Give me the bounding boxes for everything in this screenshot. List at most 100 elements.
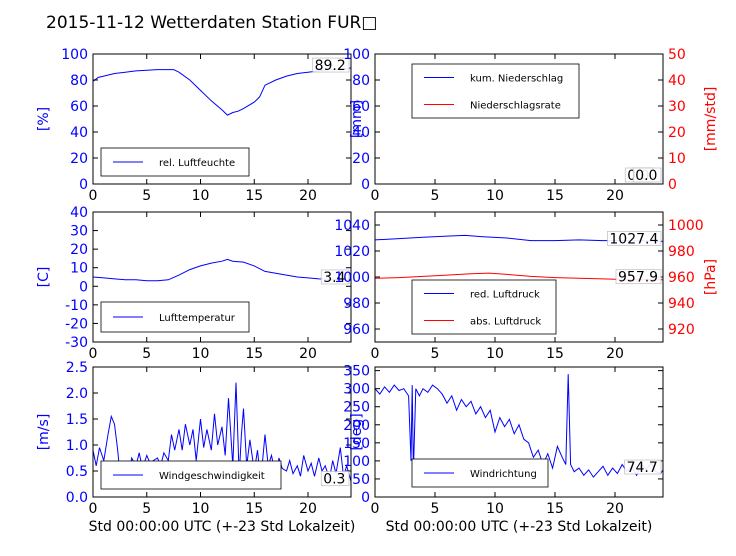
y-tick-label: 50 bbox=[352, 472, 370, 488]
y-right-tick-label: 0 bbox=[668, 177, 677, 193]
y-tick-label: 1040 bbox=[334, 218, 370, 234]
x-tick-label: 0 bbox=[371, 346, 380, 362]
value-label-box bbox=[320, 269, 350, 285]
legend: rel. Luftfeuchte bbox=[100, 147, 250, 177]
series-line-lufttemperatur bbox=[93, 258, 351, 282]
legend-label: kum. Niederschlag bbox=[470, 74, 563, 85]
legend-box bbox=[411, 63, 580, 119]
x-tick-label: 5 bbox=[431, 346, 440, 362]
y-tick-label: 40 bbox=[70, 125, 88, 141]
last-value-label: 957.9 bbox=[618, 270, 658, 286]
figure-title: 2015-11-12 Wetterdaten Station FUR□ bbox=[46, 13, 377, 33]
x-tick-label: 15 bbox=[245, 501, 263, 517]
x-tick-label: 20 bbox=[606, 501, 624, 517]
y-tick-label: 0 bbox=[361, 490, 370, 506]
y-axis-label: [%] bbox=[36, 107, 52, 131]
x-tick-label: 20 bbox=[606, 188, 624, 204]
y-tick-label: 1020 bbox=[334, 244, 370, 260]
y-right-tick-label: 940 bbox=[668, 296, 695, 312]
y-tick-label: 80 bbox=[352, 73, 370, 89]
y-tick-label: 10 bbox=[70, 261, 88, 277]
y-right-tick-label: 40 bbox=[668, 73, 686, 89]
y-tick-label: 20 bbox=[352, 151, 370, 167]
y-tick-label: 0.5 bbox=[66, 464, 88, 480]
x-tick-label: 0 bbox=[371, 188, 380, 204]
y-axis-label: [mm] bbox=[349, 100, 365, 138]
x-tick-label: 10 bbox=[192, 188, 210, 204]
last-value-label: 74.7 bbox=[627, 460, 658, 476]
x-tick-label: 20 bbox=[299, 188, 317, 204]
y-tick-label: 60 bbox=[70, 99, 88, 115]
x-tick-label: 20 bbox=[299, 346, 317, 362]
last-value-label: 3.4 bbox=[323, 270, 345, 286]
plot-frame bbox=[374, 53, 664, 185]
y-tick-label: 40 bbox=[70, 205, 88, 221]
y-right-axis-label: [mm/std] bbox=[703, 87, 719, 152]
y-tick-label: 350 bbox=[343, 364, 370, 380]
y-tick-label: 100 bbox=[343, 47, 370, 63]
last-value-label: 0.3 bbox=[323, 471, 345, 487]
y-tick-label: 1.5 bbox=[66, 412, 88, 428]
last-value-label: 89.2 bbox=[315, 58, 346, 74]
y-right-tick-label: 30 bbox=[668, 99, 686, 115]
last-value-label: 0.0 bbox=[635, 168, 657, 184]
legend-box bbox=[411, 279, 557, 335]
y-right-tick-label: 920 bbox=[668, 322, 695, 338]
y-tick-label: 0 bbox=[361, 177, 370, 193]
x-tick-label: 5 bbox=[142, 501, 151, 517]
y-tick-label: -20 bbox=[65, 316, 88, 332]
y-tick-label: 100 bbox=[343, 454, 370, 470]
x-tick-label: 10 bbox=[486, 188, 504, 204]
legend-label: Windrichtung bbox=[470, 469, 537, 480]
x-tick-label: 0 bbox=[89, 501, 98, 517]
series-line-abs-luftdruck bbox=[375, 272, 663, 281]
y-tick-label: 1.0 bbox=[66, 438, 88, 454]
value-label-box bbox=[312, 57, 350, 73]
value-label-box bbox=[320, 471, 350, 486]
y-tick-label: 0 bbox=[79, 177, 88, 193]
y-axis-label: [deg] bbox=[349, 413, 365, 450]
y-tick-label: -10 bbox=[65, 298, 88, 314]
legend: red. Luftdruck abs. Luftdruck bbox=[411, 279, 557, 335]
chart-panel-temperature: 0 5 10 15 20 -30 -20 -10 0 10 20 30 40 [C] Lufttempera… bbox=[36, 205, 352, 362]
x-tick-label: 15 bbox=[546, 346, 564, 362]
legend: Windrichtung bbox=[411, 458, 549, 488]
y-tick-label: 60 bbox=[352, 99, 370, 115]
x-tick-label: 20 bbox=[299, 501, 317, 517]
value-label-box bbox=[615, 269, 662, 285]
x-tick-label: 10 bbox=[192, 346, 210, 362]
x-tick-label: 5 bbox=[431, 501, 440, 517]
y-axis-label: [m/s] bbox=[36, 414, 52, 451]
y-right-tick-label: 980 bbox=[668, 244, 695, 260]
legend-label: red. Luftdruck bbox=[470, 290, 540, 301]
y-right-tick-label: 50 bbox=[668, 47, 686, 63]
y-right-axis-label: [hPa] bbox=[703, 259, 719, 295]
chart-panel-humidity: 0 5 10 15 20 0 20 40 60 80 100 [%] rel. Luftfeuchte 8… bbox=[36, 47, 352, 204]
x-tick-label: 0 bbox=[89, 346, 98, 362]
y-tick-label: 2.5 bbox=[66, 360, 88, 376]
value-label-box bbox=[624, 459, 662, 475]
y-tick-label: 980 bbox=[343, 296, 370, 312]
x-tick-label: 15 bbox=[245, 188, 263, 204]
y-tick-label: 2.0 bbox=[66, 386, 88, 402]
x-tick-label: 0 bbox=[89, 188, 98, 204]
plot-frame bbox=[374, 366, 664, 498]
series-line-red-luftdruck bbox=[375, 234, 663, 242]
x-tick-label: 15 bbox=[546, 188, 564, 204]
y-tick-label: 80 bbox=[70, 73, 88, 89]
legend: Windgeschwindigkeit bbox=[100, 460, 282, 490]
y-tick-label: 200 bbox=[343, 418, 370, 434]
legend-label: Lufttemperatur bbox=[159, 313, 236, 324]
y-tick-label: 300 bbox=[343, 382, 370, 398]
x-axis-label: Std 00:00:00 UTC (+-23 Std Lokalzeit) bbox=[89, 519, 356, 535]
y-right-tick-label: 20 bbox=[668, 125, 686, 141]
plot-frame bbox=[92, 53, 352, 185]
y-tick-label: 40 bbox=[352, 125, 370, 141]
last-value-label: 1027.4 bbox=[609, 231, 658, 247]
y-tick-label: 1000 bbox=[334, 270, 370, 286]
x-tick-label: 0 bbox=[371, 501, 380, 517]
y-axis-label: [C] bbox=[36, 267, 52, 288]
x-tick-label: 15 bbox=[245, 346, 263, 362]
x-tick-label: 5 bbox=[142, 188, 151, 204]
